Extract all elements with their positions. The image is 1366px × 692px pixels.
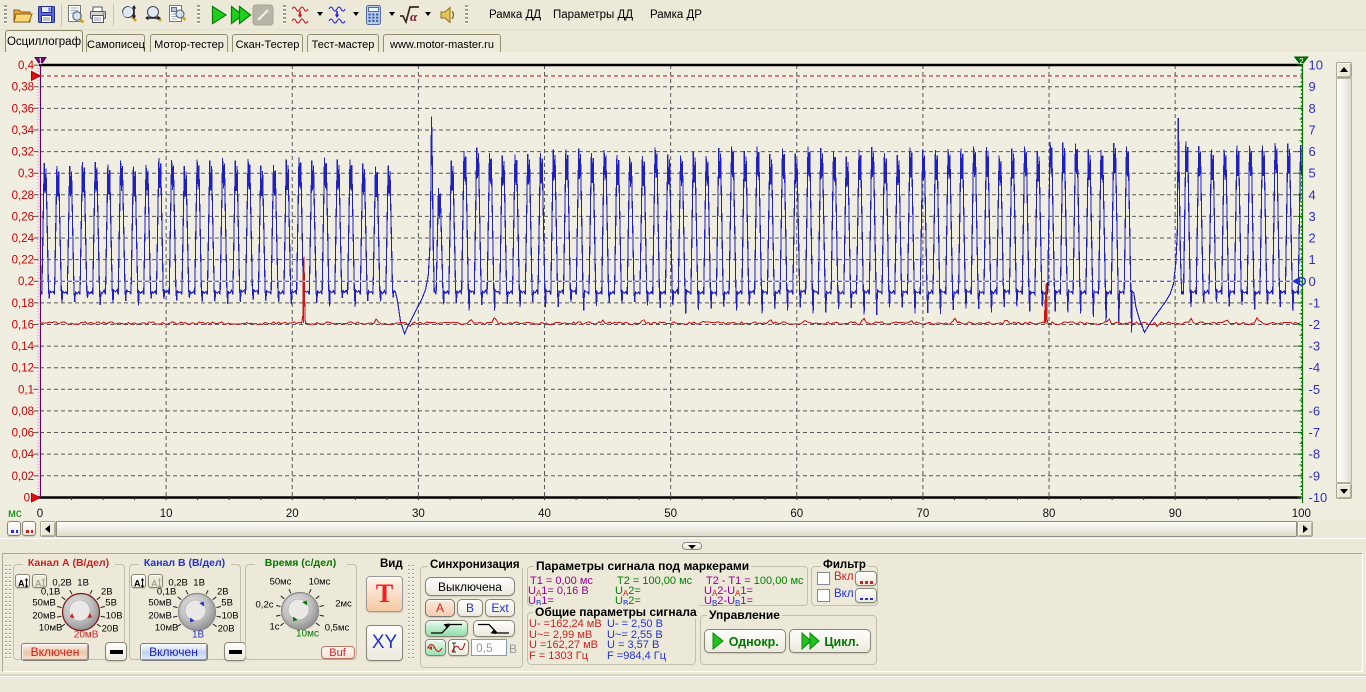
svg-text:80: 80 bbox=[1043, 508, 1056, 520]
svg-text:0,14: 0,14 bbox=[12, 341, 35, 353]
svg-text:0,02: 0,02 bbox=[12, 471, 34, 483]
svg-text:0,28: 0,28 bbox=[12, 190, 34, 202]
svg-text:9: 9 bbox=[1309, 79, 1316, 94]
svg-text:-10: -10 bbox=[1309, 490, 1328, 505]
svg-text:0,34: 0,34 bbox=[12, 125, 35, 137]
svg-text:50: 50 bbox=[664, 508, 677, 520]
svg-text:0,16: 0,16 bbox=[12, 320, 34, 332]
svg-text:90: 90 bbox=[1169, 508, 1182, 520]
svg-text:0,38: 0,38 bbox=[12, 82, 34, 94]
svg-text:0,1: 0,1 bbox=[18, 384, 34, 396]
svg-text:A: A bbox=[151, 578, 158, 588]
svg-text:-1: -1 bbox=[1309, 295, 1321, 310]
svg-text:6: 6 bbox=[1309, 144, 1316, 159]
svg-text:-5: -5 bbox=[1309, 382, 1321, 397]
svg-text:10: 10 bbox=[160, 508, 173, 520]
svg-text:100: 100 bbox=[1292, 508, 1311, 520]
svg-text:0,32: 0,32 bbox=[12, 147, 34, 159]
svg-text:10: 10 bbox=[1309, 58, 1323, 73]
svg-text:8: 8 bbox=[1309, 101, 1316, 116]
svg-text:0,08: 0,08 bbox=[12, 406, 34, 418]
svg-text:мс: мс bbox=[8, 508, 22, 520]
svg-text:40: 40 bbox=[538, 508, 551, 520]
svg-text:-7: -7 bbox=[1309, 425, 1321, 440]
svg-text:20: 20 bbox=[286, 508, 299, 520]
svg-text:70: 70 bbox=[917, 508, 930, 520]
svg-text:-2: -2 bbox=[1309, 317, 1321, 332]
svg-text:-9: -9 bbox=[1309, 468, 1321, 483]
svg-text:0: 0 bbox=[37, 508, 43, 520]
svg-text:α: α bbox=[410, 9, 418, 24]
svg-text:-4: -4 bbox=[1309, 360, 1321, 375]
svg-text:1: 1 bbox=[1309, 252, 1316, 267]
svg-text:7: 7 bbox=[1309, 123, 1316, 138]
svg-text:0,4: 0,4 bbox=[18, 60, 35, 72]
svg-text:0,04: 0,04 bbox=[12, 449, 35, 461]
svg-text:0,22: 0,22 bbox=[12, 255, 34, 267]
svg-text:0,3: 0,3 bbox=[18, 168, 34, 180]
svg-text:30: 30 bbox=[412, 508, 425, 520]
svg-text:A: A bbox=[18, 578, 25, 588]
svg-text:2: 2 bbox=[1309, 231, 1316, 246]
svg-text:A: A bbox=[134, 578, 141, 588]
svg-text:1: 1 bbox=[38, 57, 43, 66]
svg-text:0,36: 0,36 bbox=[12, 103, 34, 115]
svg-text:0,26: 0,26 bbox=[12, 211, 34, 223]
svg-text:4: 4 bbox=[1309, 187, 1316, 202]
svg-text:0,2: 0,2 bbox=[18, 276, 34, 288]
svg-text:-3: -3 bbox=[1309, 339, 1321, 354]
svg-text:0,18: 0,18 bbox=[12, 298, 34, 310]
svg-text:5: 5 bbox=[1309, 166, 1316, 181]
svg-text:-8: -8 bbox=[1309, 447, 1321, 462]
svg-text:0: 0 bbox=[24, 493, 30, 505]
svg-text:0: 0 bbox=[1309, 274, 1316, 289]
svg-text:0,06: 0,06 bbox=[12, 428, 34, 440]
svg-text:2: 2 bbox=[1299, 57, 1304, 66]
svg-text:-6: -6 bbox=[1309, 403, 1321, 418]
svg-text:0,24: 0,24 bbox=[12, 233, 35, 245]
svg-text:60: 60 bbox=[790, 508, 803, 520]
svg-text:3: 3 bbox=[1309, 209, 1316, 224]
svg-text:A: A bbox=[35, 578, 42, 588]
svg-text:0,12: 0,12 bbox=[12, 363, 34, 375]
